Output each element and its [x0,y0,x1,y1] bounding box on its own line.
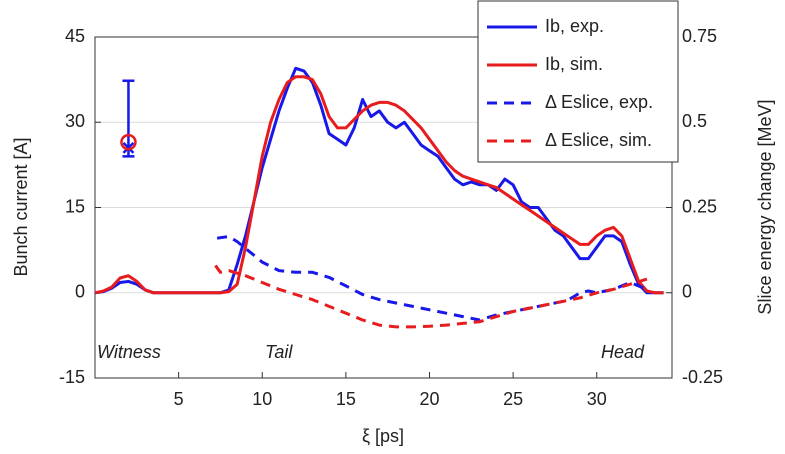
x-tick-label: 15 [336,389,356,409]
error-center [122,141,135,154]
y2-tick-label: -0.25 [682,367,723,387]
legend-label: Δ Eslice, exp. [545,92,653,112]
x-tick-label: 20 [419,389,439,409]
annotation: Witness [97,342,161,362]
y-tick-label: 0 [75,282,85,302]
series-line [214,264,648,329]
x-tick-label: 10 [252,389,272,409]
series-line [216,235,648,322]
y-axis-label: Bunch current [A] [11,137,31,276]
y2-axis-label: Slice energy change [MeV] [755,99,775,314]
y-tick-label: 45 [65,26,85,46]
y-tick-label: -15 [59,367,85,387]
annotation: Head [601,342,645,362]
legend-label: Ib, exp. [545,16,604,36]
y-tick-label: 30 [65,111,85,131]
y-tick-label: 15 [65,196,85,216]
plot-frame [94,36,673,379]
y2-tick-label: 0.75 [682,26,717,46]
x-tick-label: 25 [503,389,523,409]
legend-label: Δ Eslice, sim. [545,130,652,150]
series-line [94,75,664,295]
marker [120,133,137,151]
y2-tick-label: 0.5 [682,111,707,131]
x-tick-label: 30 [587,389,607,409]
legend-label: Ib, sim. [545,54,603,74]
x-tick-label: 5 [174,389,184,409]
y2-tick-label: 0 [682,282,692,302]
x-axis-label: ξ [ps] [362,426,404,446]
legend: Ib, exp. Ib, sim. Δ Eslice, exp. Δ Eslice, … [477,0,679,163]
y2-tick-label: 0.25 [682,196,717,216]
annotation: Tail [265,342,293,362]
